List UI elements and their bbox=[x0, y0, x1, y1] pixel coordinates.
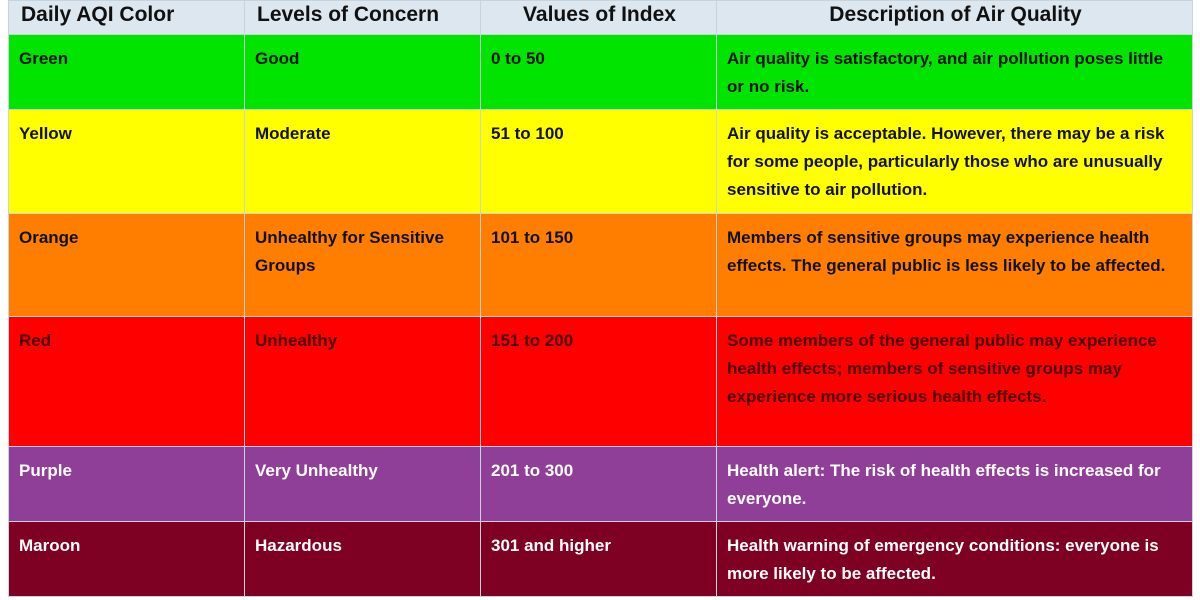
cell-values: 0 to 50 bbox=[480, 34, 717, 110]
cell-level: Hazardous bbox=[244, 521, 481, 597]
cell-level: Very Unhealthy bbox=[244, 446, 481, 522]
cell-values: 151 to 200 bbox=[480, 316, 717, 447]
table-row: Orange Unhealthy for Sensitive Groups 10… bbox=[8, 213, 1193, 317]
cell-values: 51 to 100 bbox=[480, 109, 717, 214]
table-row: Purple Very Unhealthy 201 to 300 Health … bbox=[8, 446, 1193, 522]
cell-level: Unhealthy bbox=[244, 316, 481, 447]
header-row: Daily AQI Color Levels of Concern Values… bbox=[8, 0, 1193, 35]
cell-values: 301 and higher bbox=[480, 521, 717, 597]
aqi-table: Daily AQI Color Levels of Concern Values… bbox=[8, 0, 1193, 597]
cell-description: Air quality is satisfactory, and air pol… bbox=[716, 34, 1193, 110]
cell-description: Health warning of emergency conditions: … bbox=[716, 521, 1193, 597]
cell-description: Health alert: The risk of health effects… bbox=[716, 446, 1193, 522]
cell-color-name: Maroon bbox=[8, 521, 245, 597]
cell-values: 201 to 300 bbox=[480, 446, 717, 522]
cell-level: Moderate bbox=[244, 109, 481, 214]
table-header: Daily AQI Color Levels of Concern Values… bbox=[8, 0, 1193, 35]
header-levels-of-concern: Levels of Concern bbox=[244, 0, 481, 35]
cell-color-name: Yellow bbox=[8, 109, 245, 214]
table-row: Yellow Moderate 51 to 100 Air quality is… bbox=[8, 109, 1193, 214]
cell-description: Some members of the general public may e… bbox=[716, 316, 1193, 447]
cell-color-name: Purple bbox=[8, 446, 245, 522]
cell-level: Good bbox=[244, 34, 481, 110]
cell-level: Unhealthy for Sensitive Groups bbox=[244, 213, 481, 317]
table-body: Green Good 0 to 50 Air quality is satisf… bbox=[8, 34, 1193, 597]
table-row: Maroon Hazardous 301 and higher Health w… bbox=[8, 521, 1193, 597]
cell-color-name: Green bbox=[8, 34, 245, 110]
table-row: Green Good 0 to 50 Air quality is satisf… bbox=[8, 34, 1193, 110]
header-description: Description of Air Quality bbox=[716, 0, 1193, 35]
cell-description: Air quality is acceptable. However, ther… bbox=[716, 109, 1193, 214]
cell-color-name: Red bbox=[8, 316, 245, 447]
table-row: Red Unhealthy 151 to 200 Some members of… bbox=[8, 316, 1193, 447]
cell-description: Members of sensitive groups may experien… bbox=[716, 213, 1193, 317]
header-daily-aqi-color: Daily AQI Color bbox=[8, 0, 245, 35]
header-values-of-index: Values of Index bbox=[480, 0, 717, 35]
cell-color-name: Orange bbox=[8, 213, 245, 317]
cell-values: 101 to 150 bbox=[480, 213, 717, 317]
